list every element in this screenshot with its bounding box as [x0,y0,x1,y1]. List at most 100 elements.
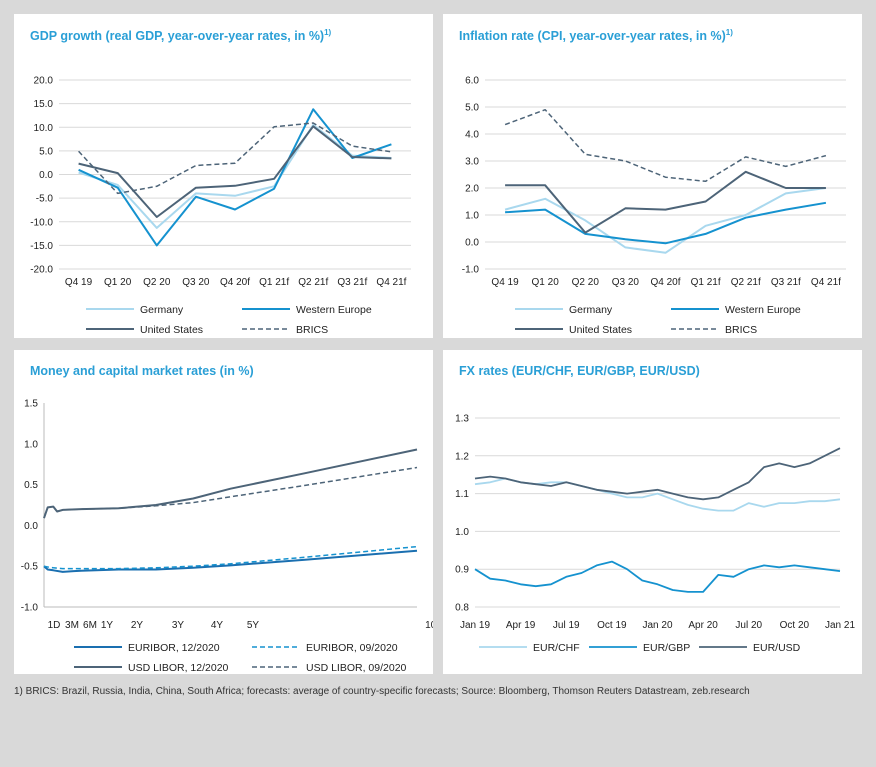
series-line-western-europe [78,108,392,247]
fx-rates-chart: 1.3 1.2 1.1 1.0 0.9 0.8 Jan 19 Apr 19 Jul 19 Oct … [455,414,855,655]
legend-label-eur-chf: EUR/CHF [533,642,580,654]
fx-rates-panel: FX rates (EUR/CHF, EUR/GBP, EUR/USD) 1.3… [443,350,862,674]
y-tick-label: 3.0 [465,157,479,168]
x-tick-label: Q1 20 [104,277,132,288]
x-tick-label: 2Y [131,620,144,631]
inflation-chart: 6.0 5.0 4.0 3.0 2.0 1.0 0.0 -1.0 Q4 19 Q1 20 Q2 20… [462,76,846,336]
y-tick-label: -0.5 [21,562,39,573]
x-tick-label: 6M [83,620,97,631]
x-tick-label: Q4 19 [65,277,93,288]
y-tick-label: -15.0 [30,241,53,252]
series-line-germany [78,123,392,229]
y-tick-label: -1.0 [21,603,39,614]
y-tick-label: 10.0 [34,123,54,134]
money-market-panel: Money and capital market rates (in %) 1.… [14,350,433,674]
x-tick-label: Jul 19 [553,620,580,631]
x-tick-label: Apr 20 [688,620,718,631]
y-tick-label: 0.9 [455,565,469,576]
gdp-chart-title: GDP growth (real GDP, year-over-year rat… [30,28,332,44]
x-tick-label: Q3 21f [771,277,801,288]
x-tick-label: 4Y [211,620,224,631]
y-tick-label: 1.0 [455,527,469,538]
legend-label-germany: Germany [140,304,184,316]
y-tick-label: 5.0 [465,103,479,114]
y-tick-label: -20.0 [30,265,53,276]
x-tick-label: Jul 20 [735,620,762,631]
y-tick-label: 15.0 [34,99,54,110]
y-tick-label: 1.5 [24,399,38,410]
x-tick-label: Q2 21f [731,277,761,288]
legend-label-united-states: United States [140,324,203,336]
inflation-panel: Inflation rate (CPI, year-over-year rate… [443,14,862,338]
x-tick-label: Q4 20f [220,277,250,288]
x-tick-label: Q1 20 [532,277,560,288]
y-tick-label: 1.1 [455,489,469,500]
x-tick-label: Q3 21f [337,277,367,288]
x-tick-label: Q2 20 [572,277,600,288]
x-tick-label: Q4 21f [376,277,406,288]
series-line-brics [78,122,392,195]
gdp-growth-panel: GDP growth (real GDP, year-over-year rat… [14,14,433,338]
series-line-usd-libor-12-2020 [43,448,418,519]
series-line-united-states [78,125,392,218]
x-tick-label: Q1 21f [691,277,721,288]
money-market-chart: 1.5 1.0 0.5 0.0 -0.5 -1.0 1D 3M 6M 1Y 2Y 3Y 4Y 5Y 10Y E… [21,399,433,675]
x-tick-label: 10Y [425,620,433,631]
y-tick-label: 6.0 [465,76,479,87]
series-line-western-europe [505,201,827,245]
x-tick-label: 1Y [101,620,114,631]
series-line-euribor-09-2020 [43,545,418,570]
legend-label-united-states: United States [569,324,632,336]
legend-label-usd-libor-09-2020: USD LIBOR, 09/2020 [306,662,407,674]
y-tick-label: 4.0 [465,130,479,141]
x-tick-label: Q4 19 [491,277,519,288]
footnote: 1) BRICS: Brazil, Russia, India, China, … [14,686,750,697]
gdp-growth-chart: 20.0 15.0 10.0 5.0 0.0 -5.0 -10.0 -15.0 -20.0 Q4 … [30,76,411,336]
inflation-chart-title: Inflation rate (CPI, year-over-year rate… [459,28,733,44]
x-tick-label: Oct 20 [780,620,810,631]
y-tick-label: -5.0 [36,194,54,205]
x-tick-label: Q2 21f [298,277,328,288]
money-market-chart-title: Money and capital market rates (in %) [30,364,254,378]
y-tick-label: 1.3 [455,414,469,425]
y-tick-label: 0.0 [465,238,479,249]
x-tick-label: Q1 21f [259,277,289,288]
legend-label-eur-usd: EUR/USD [753,642,801,654]
y-tick-label: 1.0 [24,439,38,450]
x-tick-label: Jan 20 [642,620,672,631]
legend-label-brics: BRICS [296,324,328,336]
x-tick-label: Q2 20 [143,277,171,288]
series-line-eur-gbp [474,560,841,593]
y-tick-label: 0.0 [39,170,53,181]
legend-label-euribor-09-2020: EURIBOR, 09/2020 [306,642,398,654]
x-tick-label: 3M [65,620,79,631]
series-line-usd-libor-09-2020 [43,466,418,519]
legend-label-western-europe: Western Europe [725,304,801,316]
x-tick-label: Q3 20 [182,277,210,288]
series-line-brics [504,108,827,183]
series-line-united-states [505,170,826,234]
series-line-euribor-12-2020 [43,549,418,573]
legend-label-western-europe: Western Europe [296,304,372,316]
y-tick-label: 1.0 [465,211,479,222]
y-tick-label: 20.0 [34,76,54,87]
x-tick-label: 3Y [172,620,185,631]
x-tick-label: Jan 21 [825,620,855,631]
y-tick-label: 5.0 [39,146,53,157]
y-tick-label: 0.0 [24,521,38,532]
legend-label-euribor-12-2020: EURIBOR, 12/2020 [128,642,220,654]
legend-label-eur-gbp: EUR/GBP [643,642,690,654]
y-tick-label: 0.8 [455,603,469,614]
series-line-germany [504,187,827,254]
x-tick-label: Oct 19 [597,620,627,631]
x-tick-label: 5Y [247,620,260,631]
x-tick-label: Jan 19 [460,620,490,631]
x-tick-label: Apr 19 [506,620,536,631]
x-tick-label: Q4 20f [650,277,680,288]
y-tick-label: 0.5 [24,480,38,491]
x-tick-label: Q3 20 [612,277,640,288]
x-tick-label: 1D [48,620,61,631]
y-tick-label: -1.0 [462,265,480,276]
legend-label-usd-libor-12-2020: USD LIBOR, 12/2020 [128,662,229,674]
y-tick-label: -10.0 [30,217,53,228]
